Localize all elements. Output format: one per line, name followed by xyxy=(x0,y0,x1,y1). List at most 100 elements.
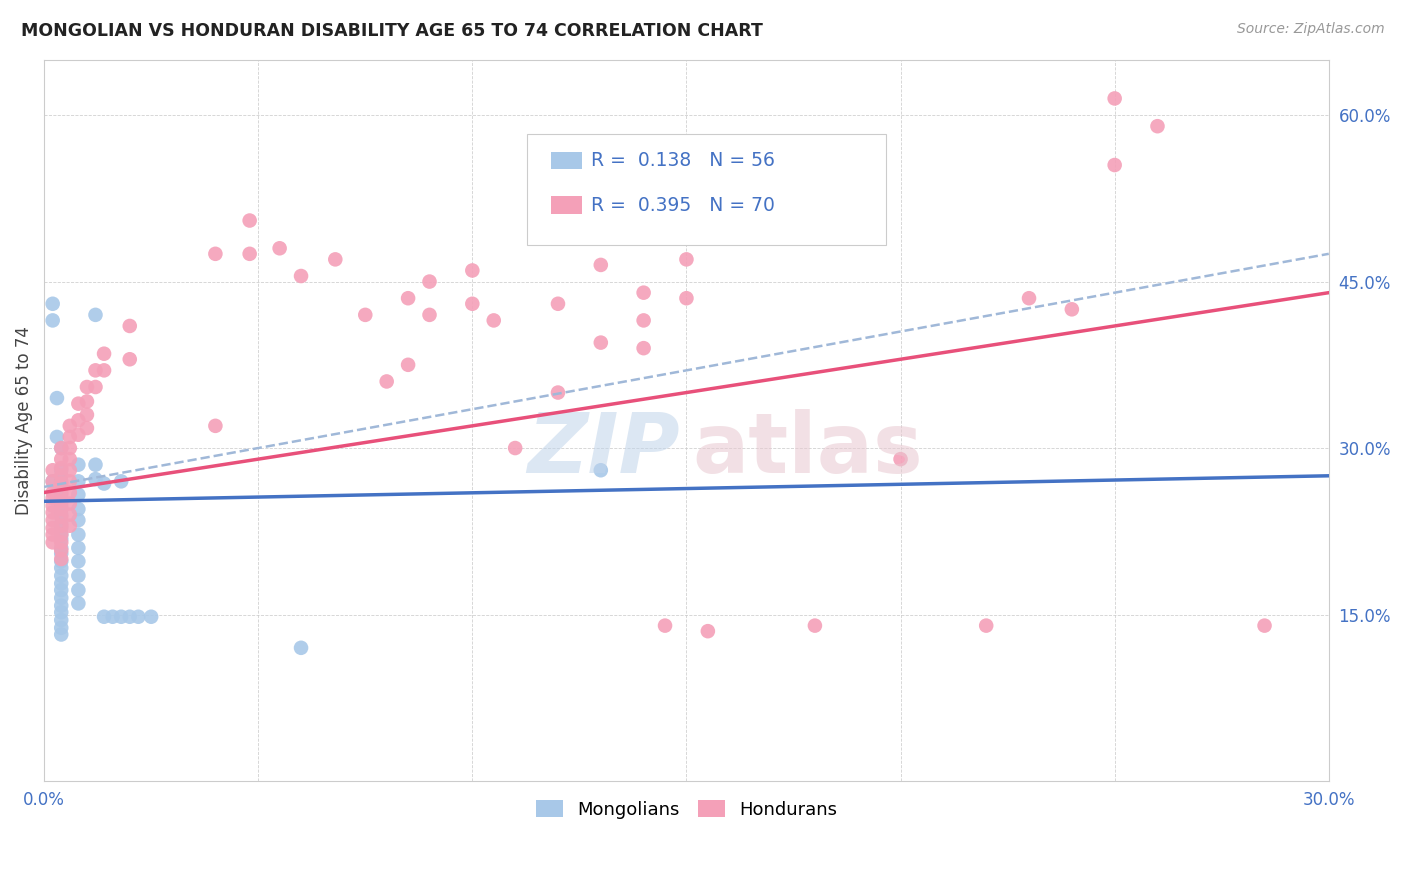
Point xyxy=(41,313,63,327)
Point xyxy=(84,472,107,486)
Point xyxy=(51,621,73,635)
Point xyxy=(93,363,115,377)
Point xyxy=(718,153,741,167)
Point xyxy=(76,394,98,409)
Point xyxy=(59,475,82,489)
Point xyxy=(51,499,73,513)
Point xyxy=(41,527,63,541)
Point xyxy=(51,476,73,491)
Point xyxy=(269,241,291,255)
Point xyxy=(204,418,226,433)
Point xyxy=(51,568,73,582)
Point xyxy=(59,508,82,522)
Point xyxy=(59,418,82,433)
Point xyxy=(51,599,73,613)
Point xyxy=(675,291,697,305)
Point xyxy=(1060,302,1083,317)
Point xyxy=(41,475,63,489)
Point xyxy=(418,275,440,289)
Point xyxy=(93,476,115,491)
Point xyxy=(41,535,63,549)
Text: atlas: atlas xyxy=(693,409,924,490)
Point xyxy=(51,527,73,541)
Point xyxy=(84,308,107,322)
Point xyxy=(51,516,73,531)
Point xyxy=(974,618,997,632)
Point xyxy=(461,263,484,277)
Point xyxy=(93,347,115,361)
Point xyxy=(41,463,63,477)
Point xyxy=(59,463,82,477)
Point xyxy=(290,640,312,655)
Point xyxy=(51,527,73,541)
Point xyxy=(589,463,612,477)
Point xyxy=(51,441,73,455)
Point xyxy=(46,391,69,405)
Point xyxy=(396,358,419,372)
Point xyxy=(67,475,90,489)
Point xyxy=(51,561,73,575)
Point xyxy=(59,441,82,455)
Point xyxy=(51,502,73,516)
Point xyxy=(76,408,98,422)
Point xyxy=(51,518,73,533)
Text: Source: ZipAtlas.com: Source: ZipAtlas.com xyxy=(1237,22,1385,37)
Point xyxy=(51,591,73,605)
Point xyxy=(51,494,73,508)
Point xyxy=(696,624,718,639)
Point xyxy=(59,497,82,511)
Point xyxy=(204,247,226,261)
Point xyxy=(51,576,73,591)
Point xyxy=(118,318,141,333)
Point xyxy=(110,609,132,624)
Point xyxy=(418,308,440,322)
Point xyxy=(396,291,419,305)
Text: ZIP: ZIP xyxy=(527,409,681,490)
Legend: Mongolians, Hondurans: Mongolians, Hondurans xyxy=(529,793,845,826)
Point xyxy=(890,452,912,467)
Point xyxy=(51,546,73,560)
Point xyxy=(1104,91,1126,105)
Point xyxy=(589,258,612,272)
Point xyxy=(675,252,697,267)
Point xyxy=(51,441,73,455)
Point xyxy=(740,166,762,180)
Point xyxy=(67,583,90,598)
Point xyxy=(51,452,73,467)
Point xyxy=(51,552,73,566)
Point xyxy=(51,480,73,494)
Point xyxy=(84,363,107,377)
Point xyxy=(51,475,73,489)
Point xyxy=(76,421,98,435)
Point xyxy=(482,313,505,327)
Point xyxy=(547,297,569,311)
Point xyxy=(59,452,82,467)
Point xyxy=(589,335,612,350)
Point xyxy=(633,341,655,355)
Point xyxy=(93,609,115,624)
Point xyxy=(51,543,73,558)
Point xyxy=(51,613,73,627)
Point xyxy=(41,499,63,513)
Point xyxy=(51,627,73,641)
Point xyxy=(51,485,73,500)
Point xyxy=(804,618,827,632)
Point xyxy=(290,268,312,283)
Point xyxy=(51,605,73,619)
Point xyxy=(67,458,90,472)
Point xyxy=(51,468,73,483)
Point xyxy=(1146,119,1168,133)
Point xyxy=(51,521,73,535)
Text: MONGOLIAN VS HONDURAN DISABILITY AGE 65 TO 74 CORRELATION CHART: MONGOLIAN VS HONDURAN DISABILITY AGE 65 … xyxy=(21,22,763,40)
Point xyxy=(101,609,124,624)
Y-axis label: Disability Age 65 to 74: Disability Age 65 to 74 xyxy=(15,326,32,515)
Point xyxy=(67,413,90,427)
Point xyxy=(41,475,63,489)
Point xyxy=(51,508,73,522)
Point xyxy=(67,527,90,541)
Point xyxy=(51,463,73,477)
Point xyxy=(1104,158,1126,172)
Point xyxy=(59,485,82,500)
Point xyxy=(41,297,63,311)
Point xyxy=(76,380,98,394)
